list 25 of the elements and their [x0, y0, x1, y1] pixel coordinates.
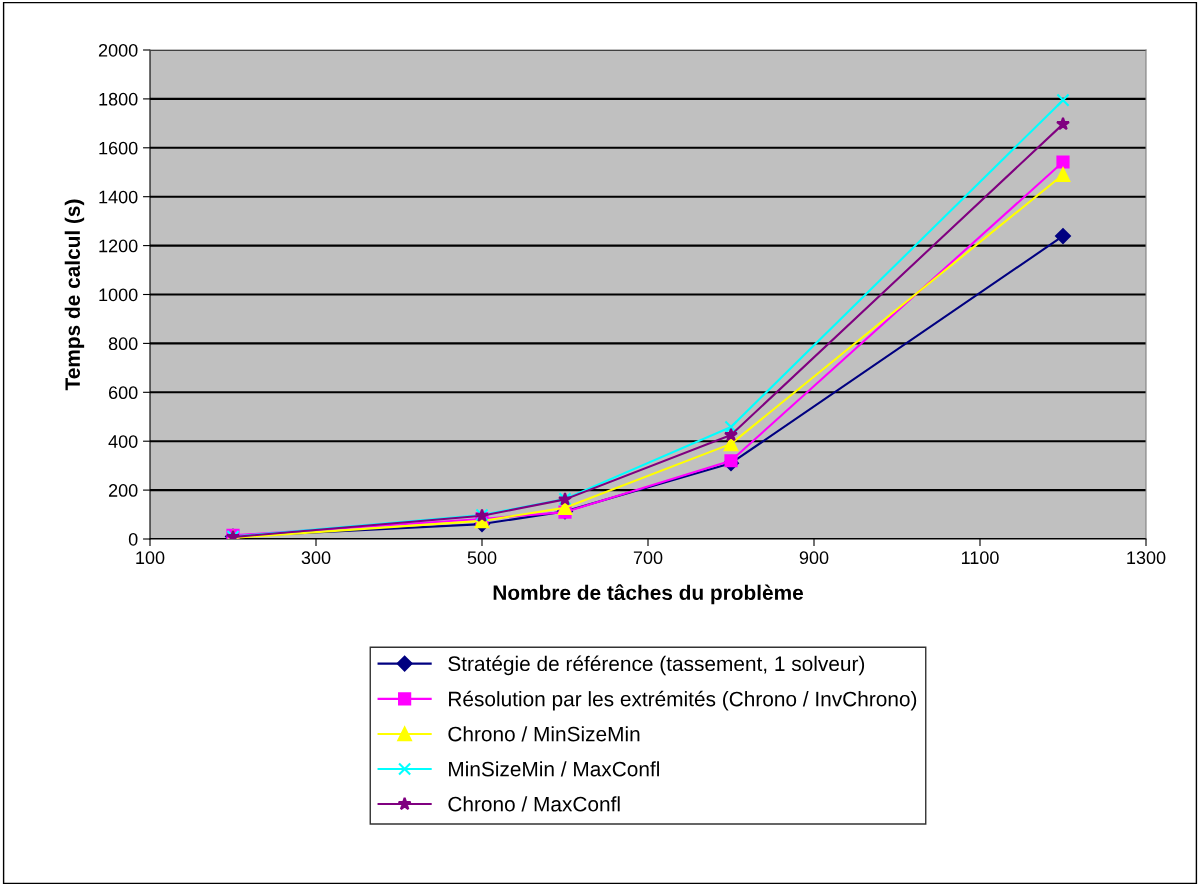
y-tick-label: 1400	[99, 190, 138, 204]
x-tick-label: 1100	[961, 551, 999, 565]
x-tick-label: 700	[633, 551, 663, 565]
y-tick-label: 200	[108, 484, 138, 497]
y-tick-label: 1200	[99, 239, 138, 253]
legend-label: Stratégie de référence (tassement, 1 solveur)	[448, 655, 865, 676]
x-tick-label: 500	[467, 551, 497, 565]
y-tick-label: 400	[108, 435, 138, 448]
x-tick-label: 1300	[1127, 551, 1166, 565]
y-tick-label: 2000	[98, 43, 138, 57]
y-tick-label: 600	[108, 386, 138, 400]
x-tick-label: 900	[799, 551, 829, 565]
y-tick-label: 1000	[99, 288, 138, 302]
legend-label: Chrono / MinSizeMin	[448, 726, 640, 742]
legend-label: MinSizeMin / MaxConfl	[449, 761, 659, 777]
y-tick-label: 800	[108, 337, 138, 351]
legend-label: Chrono / MaxConfl	[448, 796, 620, 812]
x-tick-label: 100	[136, 551, 165, 565]
x-tick-label: 300	[301, 551, 331, 565]
y-tick-label: 1600	[99, 141, 138, 155]
legend-label: Résolution par les extrémités (Chrono / InvChrono)	[449, 690, 917, 711]
y-tick-label: 0	[128, 532, 138, 546]
y-axis-title: Temps de calcul (s)	[64, 199, 85, 391]
y-tick-label: 1800	[99, 92, 138, 106]
x-axis-title: Nombre de tâches du problème	[493, 584, 803, 605]
